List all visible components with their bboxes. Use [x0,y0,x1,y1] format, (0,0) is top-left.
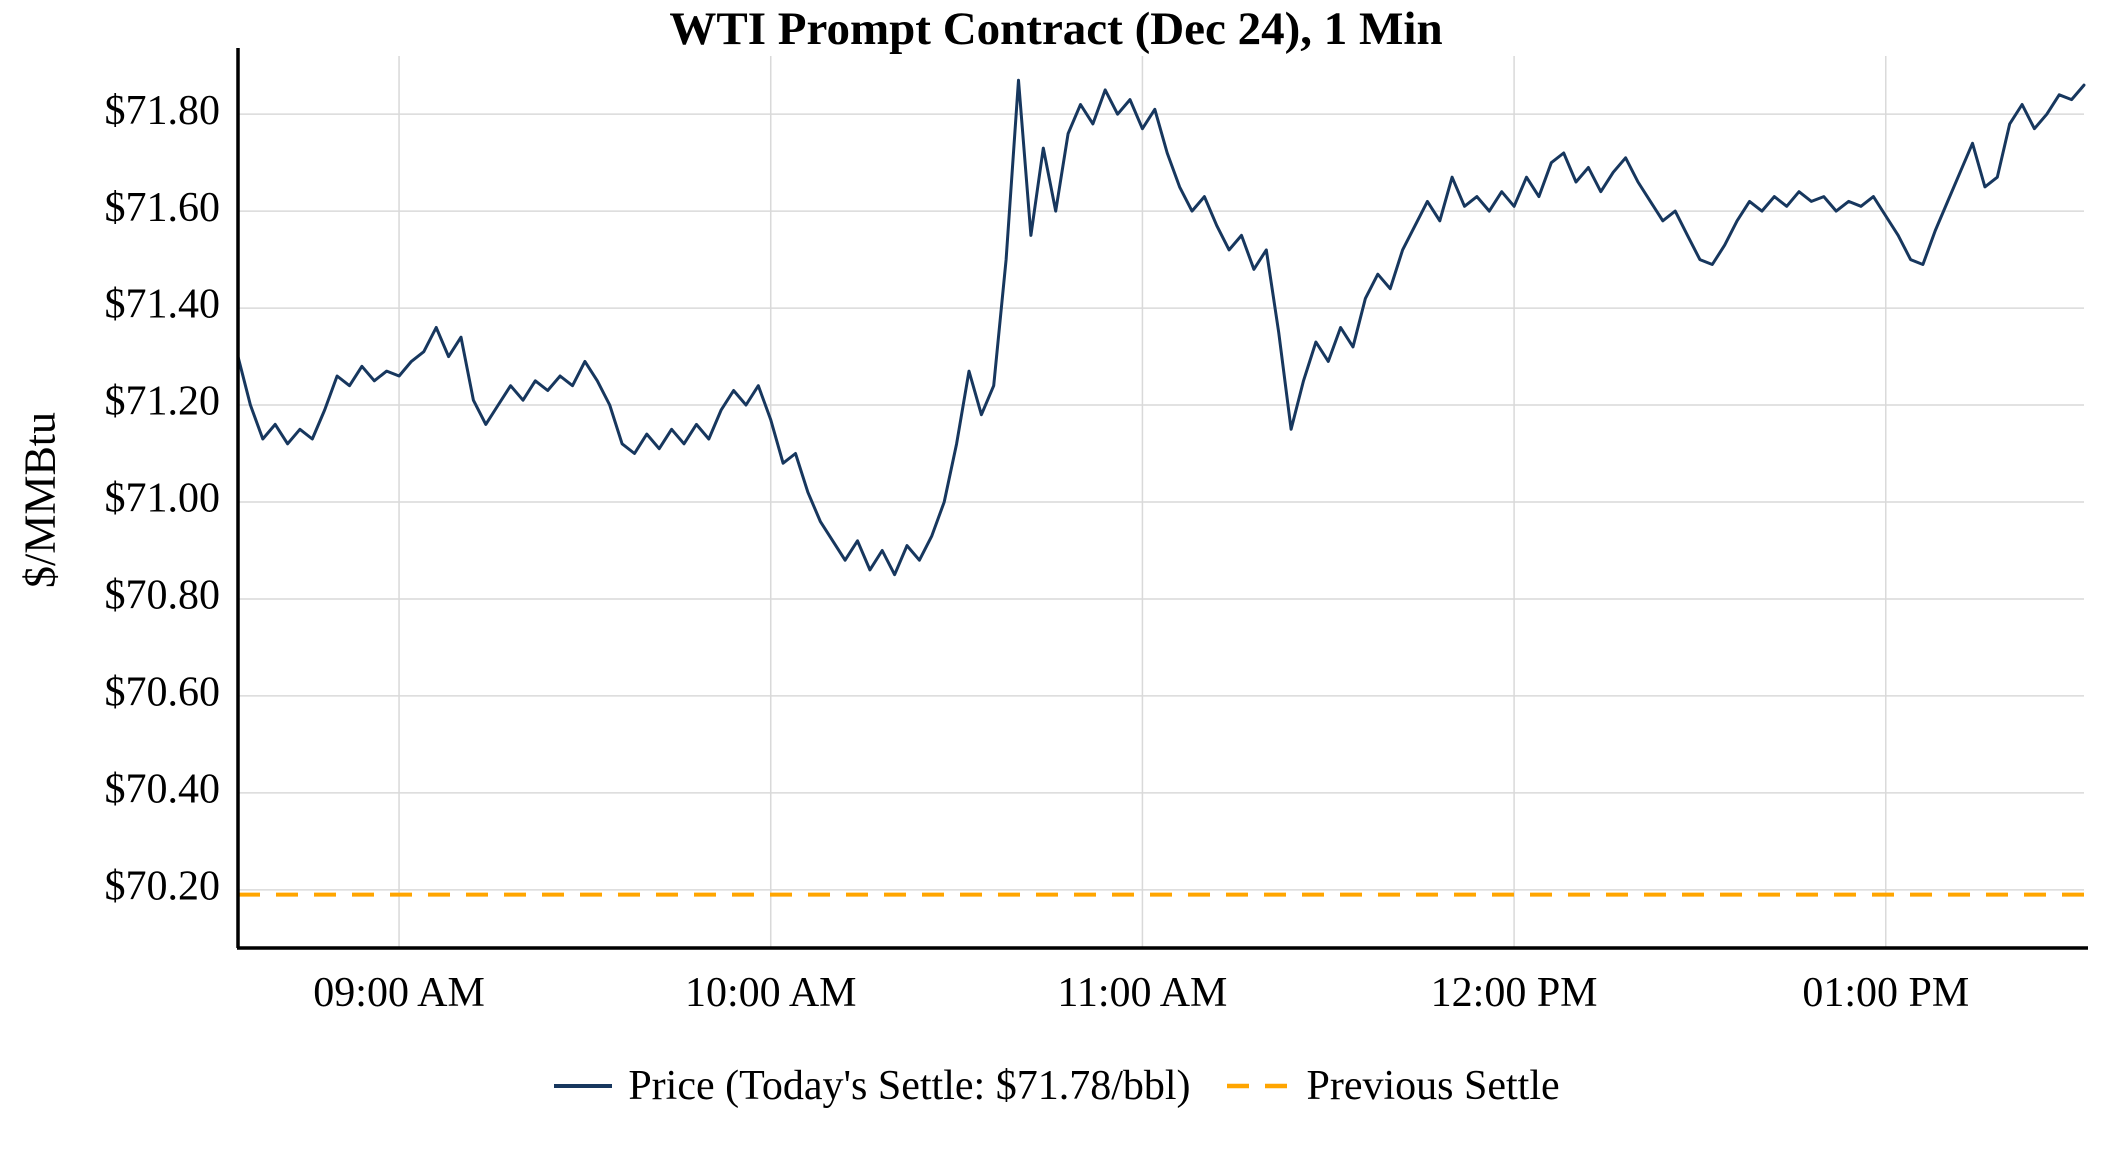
y-tick-label: $71.00 [105,476,221,522]
y-tick-label: $71.60 [105,185,221,231]
legend-item-previous-settle: Previous Settle [1225,1062,1560,1110]
x-tick-label: 11:00 AM [1057,970,1227,1016]
price-line-icon [554,1084,613,1088]
y-tick-label: $71.80 [105,88,221,134]
y-tick-label: $70.40 [105,767,221,813]
y-tick-label: $70.80 [105,573,221,619]
legend-item-price: Price (Today's Settle: $71.78/bbl) [552,1062,1191,1110]
price-line [236,78,2086,577]
y-tick-label: $71.20 [105,379,221,425]
y-tick-label: $70.20 [105,863,221,909]
y-tick-label: $71.40 [105,282,221,328]
legend-label-previous-settle: Previous Settle [1306,1063,1560,1109]
x-tick-label: 12:00 PM [1431,970,1598,1016]
chart-title: WTI Prompt Contract (Dec 24), 1 Min [669,3,1443,55]
legend-label-price: Price (Today's Settle: $71.78/bbl) [628,1063,1191,1109]
x-tick-label: 01:00 PM [1802,970,1969,1016]
x-tick-label: 10:00 AM [685,970,857,1016]
legend: Price (Today's Settle: $71.78/bbl) Previ… [0,1062,2112,1110]
y-tick-label: $70.60 [105,670,221,716]
previous-settle-dash-icon [1226,1083,1291,1089]
x-tick-label: 09:00 AM [313,970,485,1016]
price-chart: $70.20 $70.40 $70.60 $70.80 $71.00 $71.20 $71.… [105,48,2088,1016]
